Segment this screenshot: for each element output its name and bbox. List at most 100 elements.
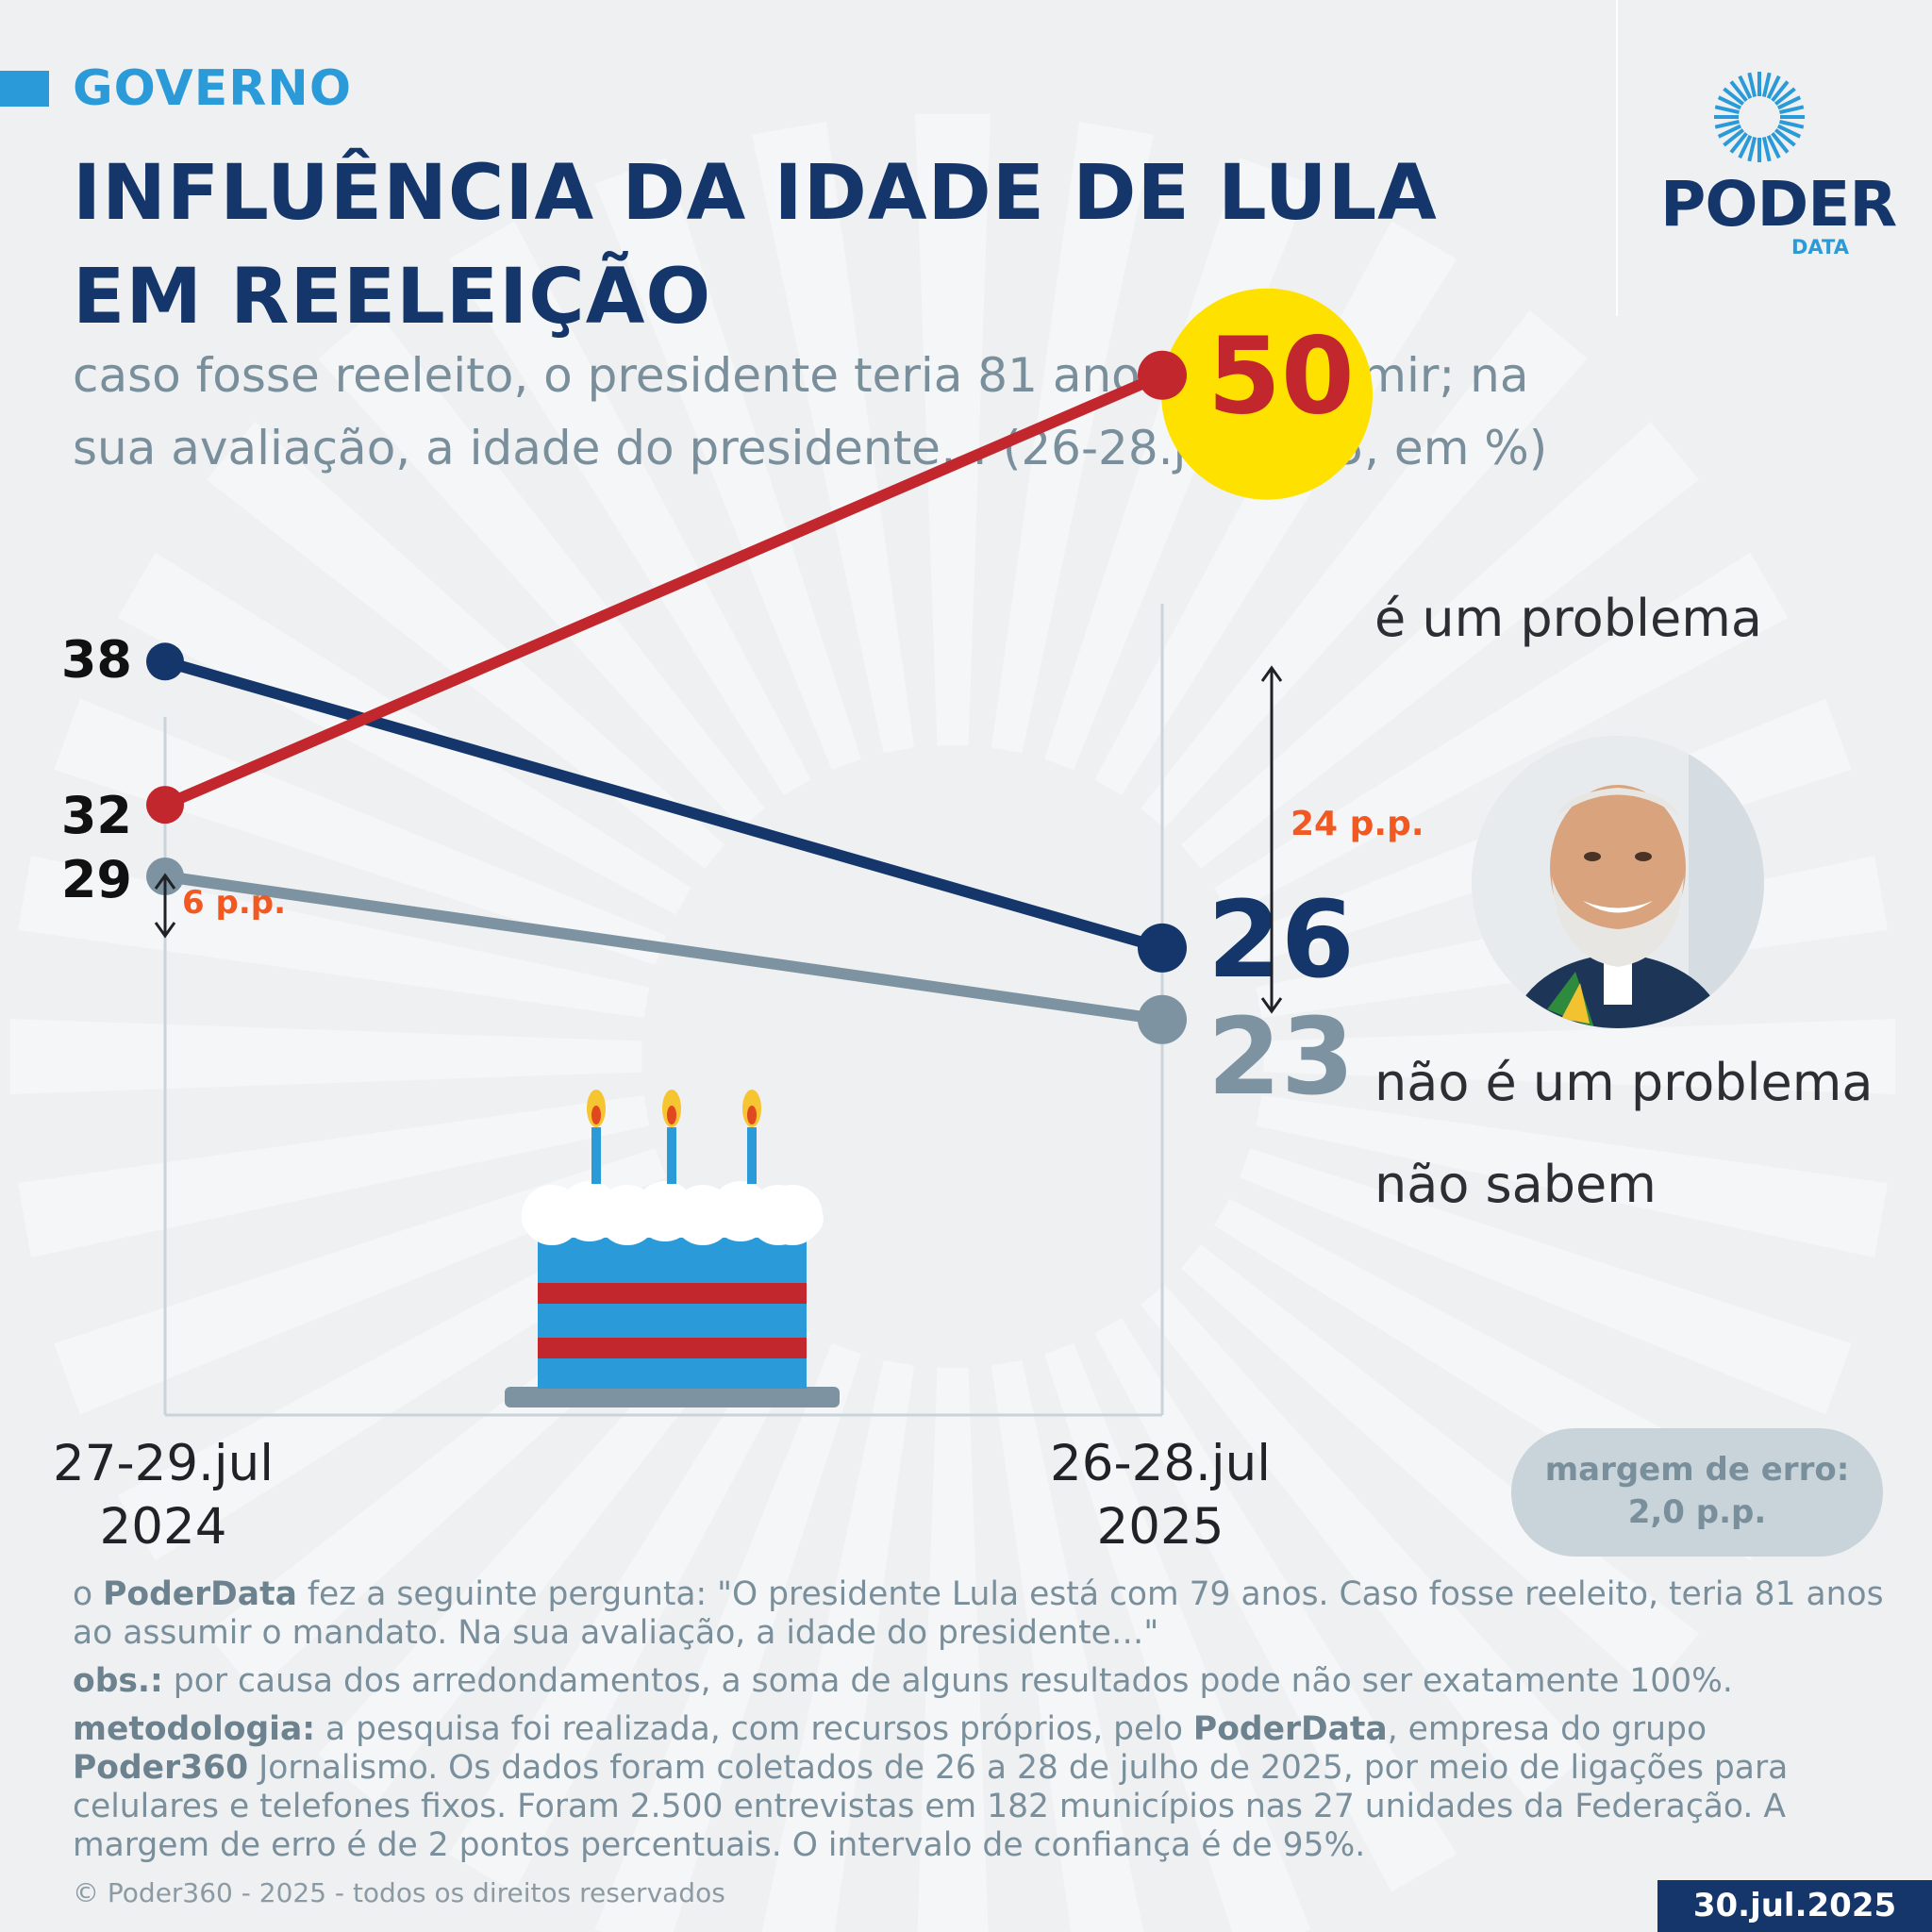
background-ray bbox=[18, 1094, 650, 1257]
methodology-text-3: Jornalismo. Os dados foram coletados de … bbox=[73, 1749, 1789, 1864]
legend-problem: é um problema bbox=[1374, 589, 1762, 648]
background-ray bbox=[54, 1148, 666, 1415]
arrow-head bbox=[1260, 665, 1283, 682]
background-ray bbox=[1214, 552, 1789, 915]
arrow-head bbox=[154, 922, 176, 939]
header-divider bbox=[1616, 0, 1618, 316]
page-title: INFLUÊNCIA DA IDADE DE LULA EM REELEIÇÃO bbox=[73, 149, 1438, 341]
question-brand: PoderData bbox=[103, 1575, 297, 1613]
logo-ray bbox=[1723, 87, 1745, 106]
question-prefix: o bbox=[73, 1575, 104, 1613]
category-2025-line1: 26-28.jul bbox=[1050, 1435, 1271, 1492]
margin-value: 2,0 p.p. bbox=[1627, 1493, 1767, 1531]
arrow-head bbox=[154, 873, 176, 890]
logo-ray bbox=[1738, 134, 1753, 159]
background-ray bbox=[1180, 422, 1700, 869]
background-ray bbox=[1240, 1148, 1852, 1415]
methodology-brand-2: Poder360 bbox=[73, 1749, 249, 1787]
arrow-head bbox=[1260, 997, 1283, 1014]
logo-ray bbox=[1723, 128, 1745, 147]
logo-ray bbox=[1714, 105, 1740, 115]
logo-sub: DATA bbox=[1790, 236, 1849, 258]
logo-ray bbox=[1738, 75, 1753, 100]
methodology-text-2: , empresa do grupo bbox=[1387, 1710, 1707, 1748]
logo-ray bbox=[1747, 137, 1757, 162]
end-value-label: 50 bbox=[1208, 316, 1355, 439]
margin-label: margem de erro: bbox=[1544, 1451, 1850, 1489]
margin-of-error-badge: margem de erro: 2,0 p.p. bbox=[1511, 1428, 1883, 1557]
logo-ray bbox=[1776, 95, 1802, 110]
logo-ray bbox=[1776, 124, 1802, 139]
section-marker bbox=[0, 71, 49, 107]
data-point bbox=[146, 642, 184, 681]
logo-word: PODER bbox=[1660, 168, 1897, 241]
legend-dont-know: não sabem bbox=[1374, 1155, 1657, 1214]
highlight-circle bbox=[1161, 288, 1373, 500]
background-ray bbox=[1263, 1019, 1896, 1094]
logo-ray bbox=[1766, 75, 1781, 100]
logo-ray bbox=[1779, 105, 1805, 115]
series-line bbox=[159, 369, 1168, 811]
series-line bbox=[159, 871, 1168, 1025]
category-label-2025: 26-28.jul 2025 bbox=[1009, 1432, 1311, 1558]
lula-portrait bbox=[1472, 736, 1764, 1028]
series-line bbox=[159, 656, 1168, 954]
data-point bbox=[1138, 923, 1187, 973]
background-ray bbox=[1180, 1244, 1700, 1691]
diff-label-right: 24 p.p. bbox=[1291, 805, 1424, 843]
logo-ray bbox=[1729, 131, 1748, 154]
logo-ray bbox=[1774, 87, 1796, 106]
background-ray bbox=[448, 221, 811, 795]
background-ray bbox=[594, 158, 861, 770]
logo-ray bbox=[1717, 124, 1742, 139]
diff-label-left: 6 p.p. bbox=[182, 884, 286, 922]
background-ray bbox=[1141, 309, 1588, 829]
background-ray bbox=[448, 1318, 811, 1892]
date-badge: 30.jul.2025 bbox=[1657, 1880, 1932, 1932]
start-value-label: 29 bbox=[61, 850, 132, 909]
legend-not-problem: não é um problema bbox=[1374, 1053, 1874, 1112]
end-value-label: 23 bbox=[1208, 996, 1355, 1119]
end-value-label: 26 bbox=[1208, 879, 1355, 1002]
logo-ray bbox=[1779, 119, 1805, 129]
logo-ray bbox=[1771, 80, 1790, 103]
background-ray bbox=[991, 122, 1154, 754]
background-ray bbox=[1094, 1318, 1457, 1892]
background-ray bbox=[594, 1343, 861, 1932]
background-ray bbox=[1044, 1343, 1311, 1932]
background-ray bbox=[1256, 1094, 1888, 1257]
question-text: fez a seguinte pergunta: "O presidente L… bbox=[73, 1575, 1884, 1652]
background-ray bbox=[9, 1019, 642, 1094]
category-label-2024: 27-29.jul 2024 bbox=[12, 1432, 314, 1558]
background-ray bbox=[18, 856, 650, 1019]
birthday-cake-icon bbox=[505, 1090, 840, 1407]
logo-ray bbox=[1771, 131, 1790, 154]
background-ray bbox=[915, 113, 991, 746]
data-point bbox=[1138, 350, 1187, 400]
category-2025-line2: 2025 bbox=[1096, 1498, 1224, 1556]
sunburst-logo-icon bbox=[1714, 72, 1805, 162]
logo-ray bbox=[1761, 72, 1772, 97]
poderdata-logo: PODER DATA bbox=[1660, 66, 1897, 274]
background-ray bbox=[991, 1359, 1144, 1932]
logo-ray bbox=[1717, 95, 1742, 110]
background-ray bbox=[752, 122, 915, 754]
copyright: © Poder360 - 2025 - todos os direitos re… bbox=[73, 1877, 725, 1908]
background-ray bbox=[318, 309, 765, 829]
data-point bbox=[1138, 994, 1187, 1044]
background-ray bbox=[761, 1359, 915, 1932]
logo-ray bbox=[1729, 80, 1748, 103]
logo-ray bbox=[1747, 72, 1757, 97]
start-value-label: 38 bbox=[61, 629, 132, 689]
methodology-label: metodologia: bbox=[73, 1710, 316, 1748]
data-point bbox=[146, 786, 184, 824]
section-label: GOVERNO bbox=[73, 60, 353, 117]
background-ray bbox=[917, 1367, 989, 1932]
background-ray bbox=[54, 698, 666, 965]
methodology-text-1: a pesquisa foi realizada, com recursos p… bbox=[315, 1710, 1193, 1748]
obs-text: por causa dos arredondamentos, a soma de… bbox=[162, 1662, 1733, 1700]
background-ray bbox=[206, 422, 725, 869]
logo-ray bbox=[1766, 134, 1781, 159]
question-note: o PoderData fez a seguinte pergunta: "O … bbox=[73, 1575, 1884, 1653]
